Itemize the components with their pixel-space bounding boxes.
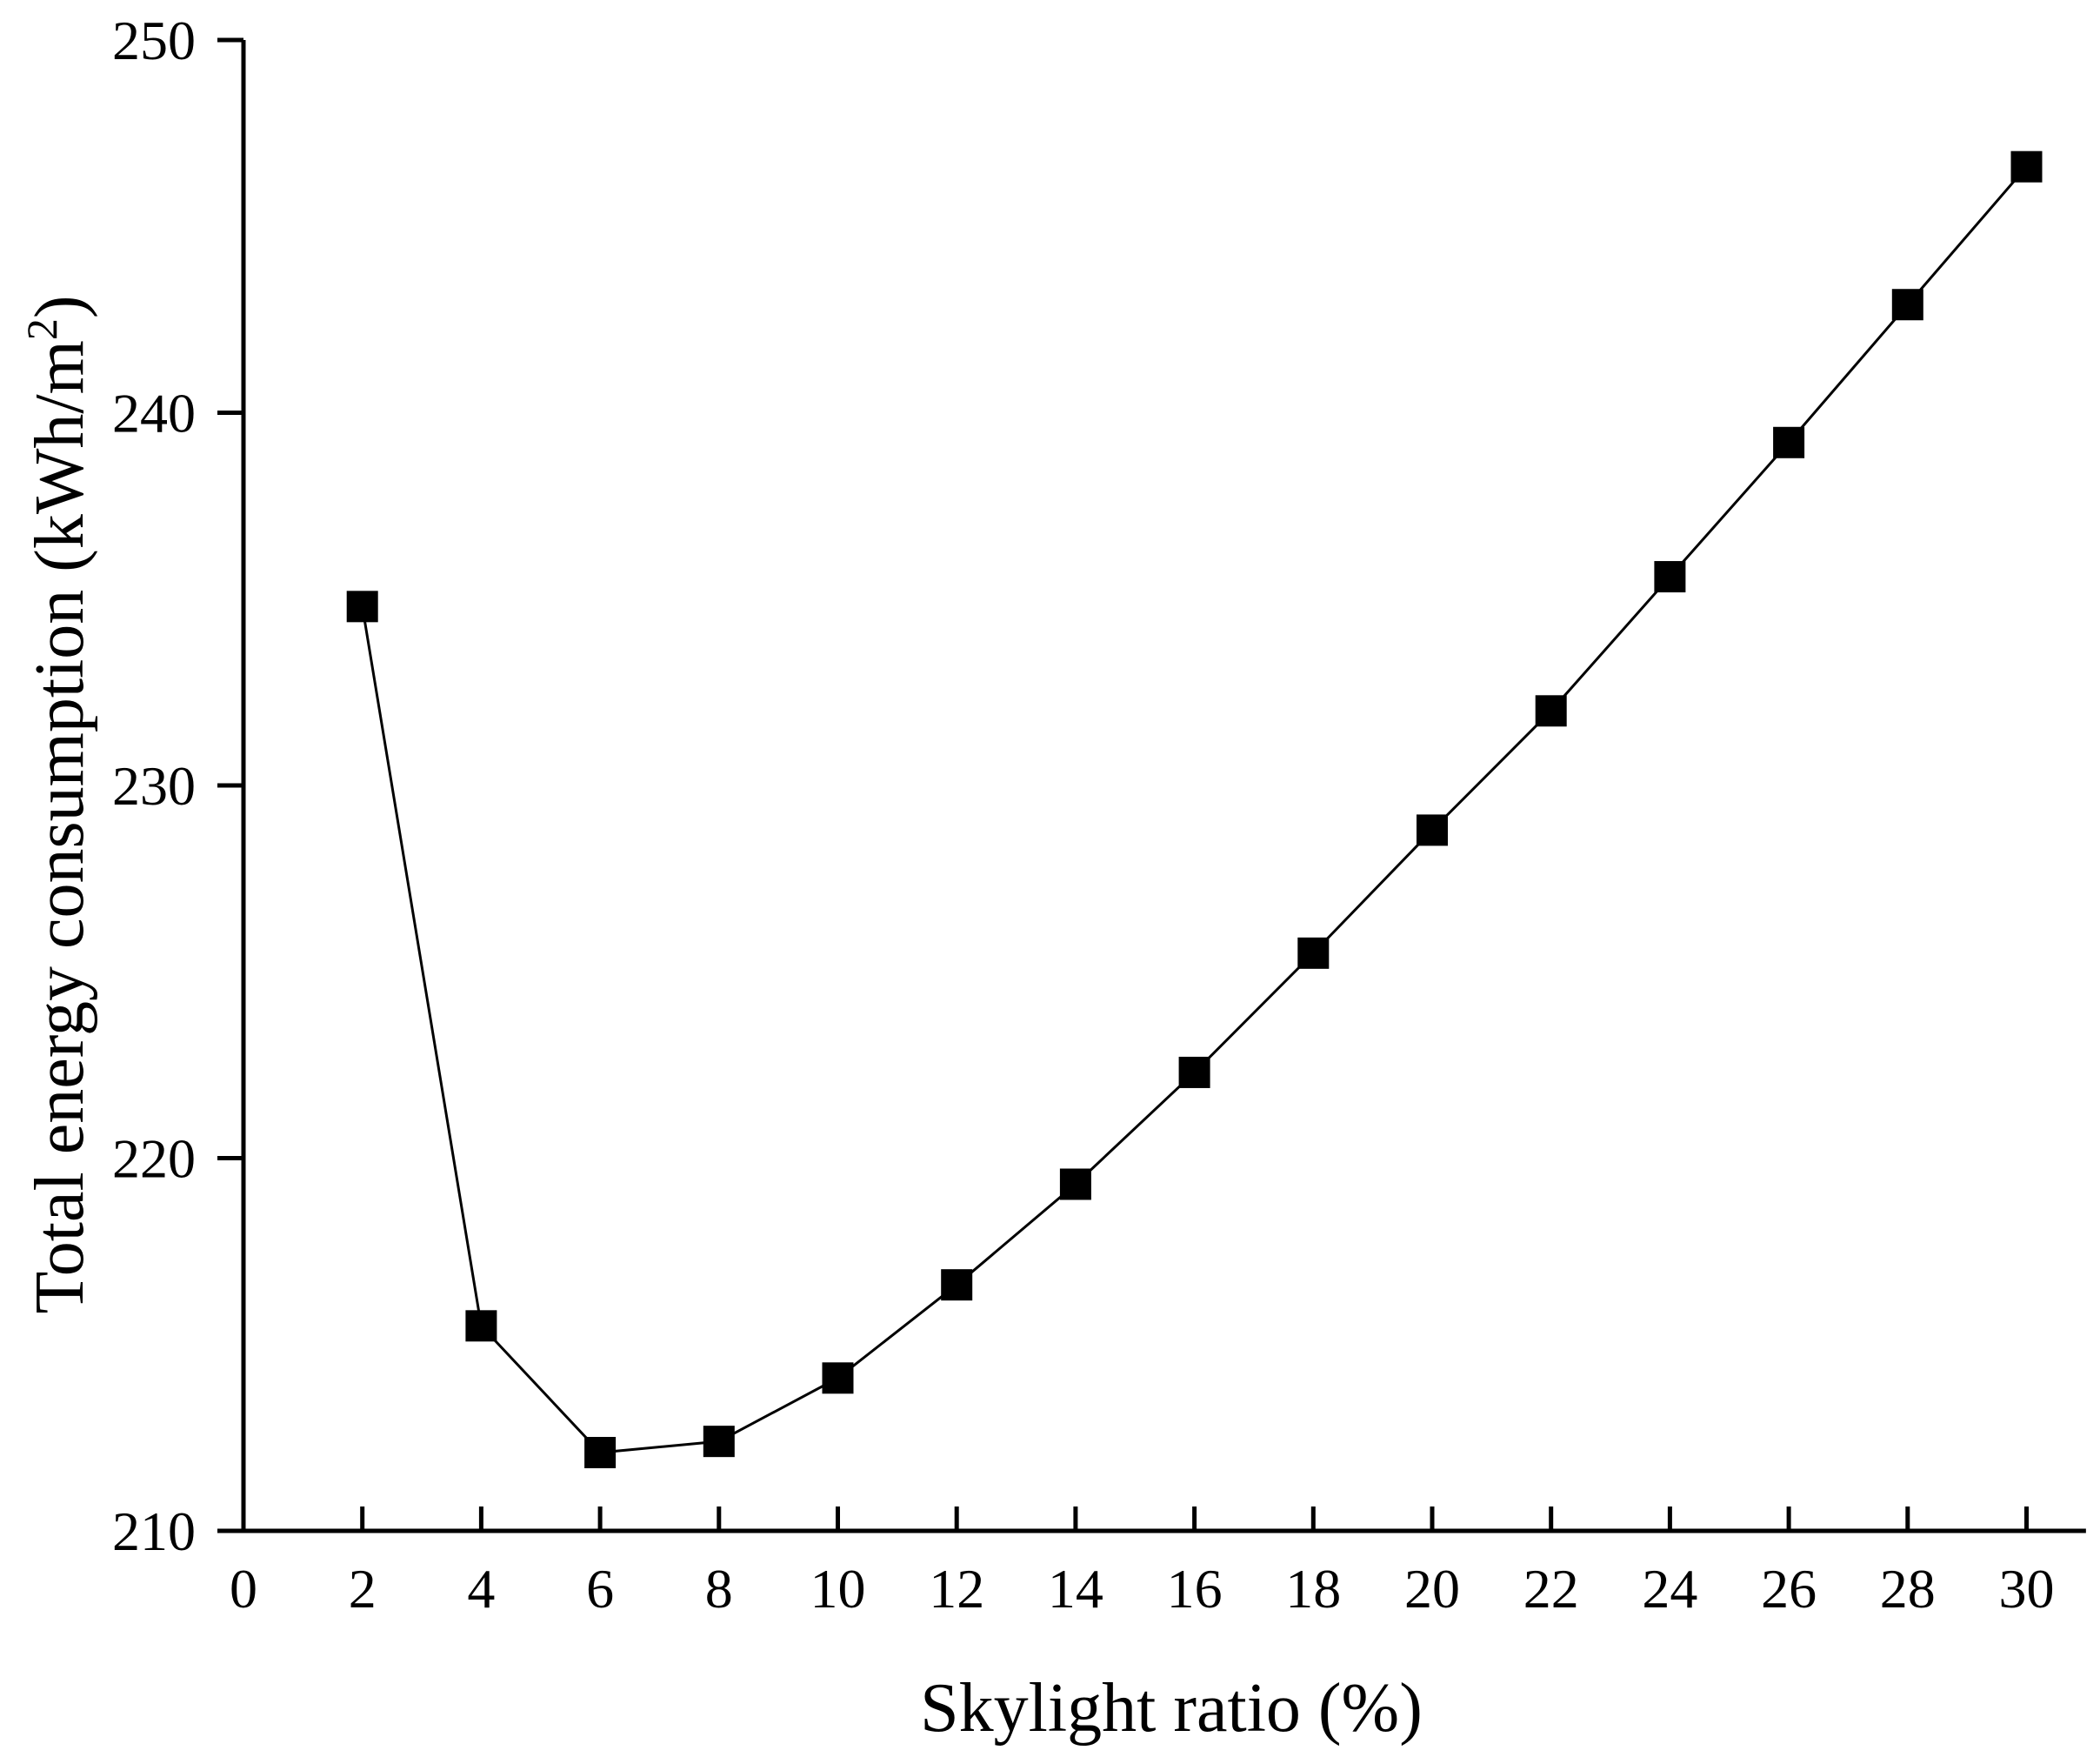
x-tick-label: 6	[586, 1558, 614, 1620]
y-tick-label: 250	[112, 10, 196, 71]
x-tick-label: 30	[1999, 1558, 2055, 1620]
data-point	[1059, 1168, 1091, 1200]
data-point	[1535, 695, 1567, 727]
x-tick-label: 20	[1404, 1558, 1460, 1620]
x-tick-label: 28	[1880, 1558, 1936, 1620]
x-tick-label: 24	[1642, 1558, 1697, 1620]
data-point	[1297, 937, 1330, 969]
x-axis-label: Skylight ratio (%)	[920, 1670, 1423, 1747]
x-tick-label: 10	[810, 1558, 866, 1620]
data-point	[1773, 426, 1805, 458]
data-point	[1178, 1056, 1210, 1088]
y-tick-label: 230	[112, 755, 196, 817]
x-axis-ticks: 0 2 4 6 8 10 12 14 16 18 20 22 24 26 28 30	[230, 1506, 2055, 1620]
data-point	[822, 1362, 854, 1394]
data-point	[941, 1269, 973, 1301]
x-tick-label: 12	[929, 1558, 984, 1620]
data-point	[465, 1310, 497, 1342]
x-tick-label: 26	[1761, 1558, 1817, 1620]
series-layer	[346, 150, 2043, 1469]
data-point	[584, 1437, 617, 1469]
x-tick-label: 2	[349, 1558, 377, 1620]
axes	[241, 40, 2086, 1533]
x-tick-label: 14	[1048, 1558, 1103, 1620]
y-axis-label-main: Total energy consumption (kWh/m	[22, 340, 98, 1313]
y-axis-label-superscript: 2	[17, 318, 66, 340]
x-tick-label: 22	[1523, 1558, 1579, 1620]
y-axis-ticks: 210 220 230 240 250	[112, 10, 243, 1562]
y-axis-label-close: )	[22, 295, 98, 318]
data-point	[1654, 561, 1686, 593]
series-line	[361, 165, 2028, 1454]
y-tick-label: 240	[112, 383, 196, 444]
data-point	[346, 591, 378, 623]
y-axis-label: Total energy consumption (kWh/m2)	[17, 295, 98, 1313]
data-point	[703, 1426, 735, 1458]
data-point	[2010, 150, 2043, 183]
y-tick-label: 220	[112, 1128, 196, 1190]
x-tick-label: 0	[230, 1558, 257, 1620]
x-tick-label: 16	[1167, 1558, 1223, 1620]
y-tick-label: 210	[112, 1500, 196, 1562]
x-tick-label: 4	[467, 1558, 495, 1620]
x-tick-label: 8	[705, 1558, 733, 1620]
x-tick-label: 18	[1285, 1558, 1341, 1620]
data-point	[1891, 289, 1923, 321]
data-point	[1417, 814, 1448, 846]
